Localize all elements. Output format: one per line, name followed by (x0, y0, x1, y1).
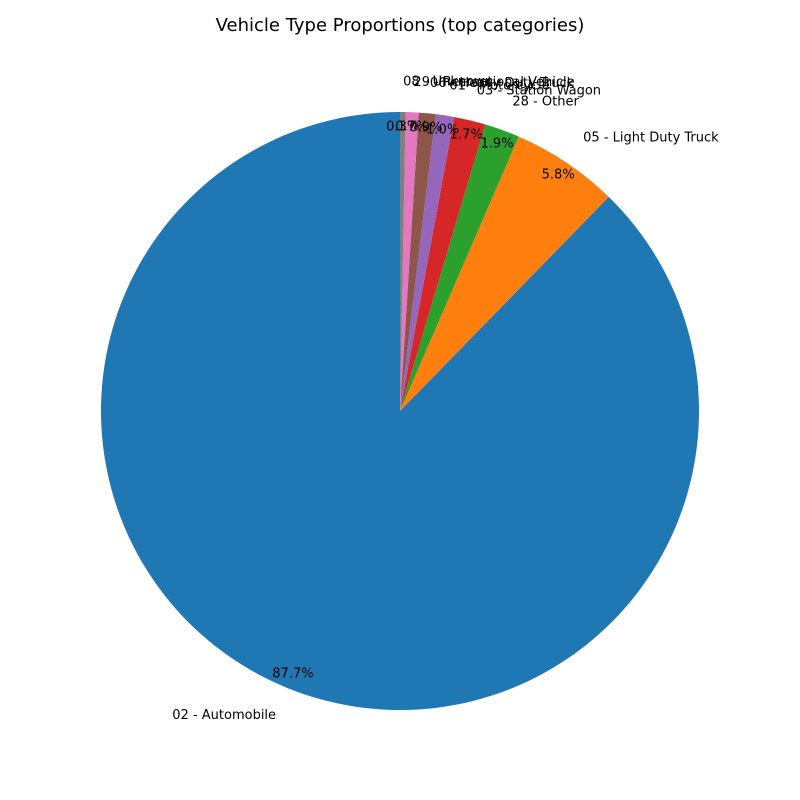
pie-slice (400, 112, 406, 411)
slice-label: 05 - Light Duty Truck (583, 130, 719, 145)
pie-slice (101, 112, 700, 710)
pie-slice (400, 136, 609, 411)
pie-slice (400, 114, 455, 411)
pie-slices (101, 112, 700, 710)
slice-percent-label: 0.9% (409, 121, 442, 136)
slice-percent-label: 0.7% (395, 120, 428, 135)
slice-label: 03 - Station Wagon (477, 84, 601, 99)
slice-percent-label: 87.7% (272, 667, 313, 682)
slice-percent-label: 0.3% (386, 119, 419, 134)
slice-label: 28 - Other (512, 94, 579, 109)
slice-label: 29 - Recreational Vehicle (413, 75, 574, 90)
pie-slice (400, 112, 436, 411)
slice-label: 01 - Motorcycle (449, 78, 549, 93)
slice-percent-label: 1.0% (426, 123, 459, 138)
slice-percent-label: 1.7% (450, 127, 483, 142)
pie-labels: 02 - Automobile 87.7% 05 - Light Duty Truc… (172, 75, 719, 724)
pie-slice (400, 112, 419, 412)
pie-slice (400, 124, 519, 412)
pie-slice (400, 116, 486, 411)
chart-title: Vehicle Type Proportions (top categories… (216, 15, 585, 36)
slice-percent-label: 1.9% (481, 137, 514, 152)
slice-label: 08 - Unknown (403, 75, 493, 90)
slice-percent-label: 5.8% (542, 168, 575, 183)
slice-label: 02 - Automobile (172, 708, 276, 723)
slice-label: 06 - Heavy Duty Truck (430, 76, 575, 91)
